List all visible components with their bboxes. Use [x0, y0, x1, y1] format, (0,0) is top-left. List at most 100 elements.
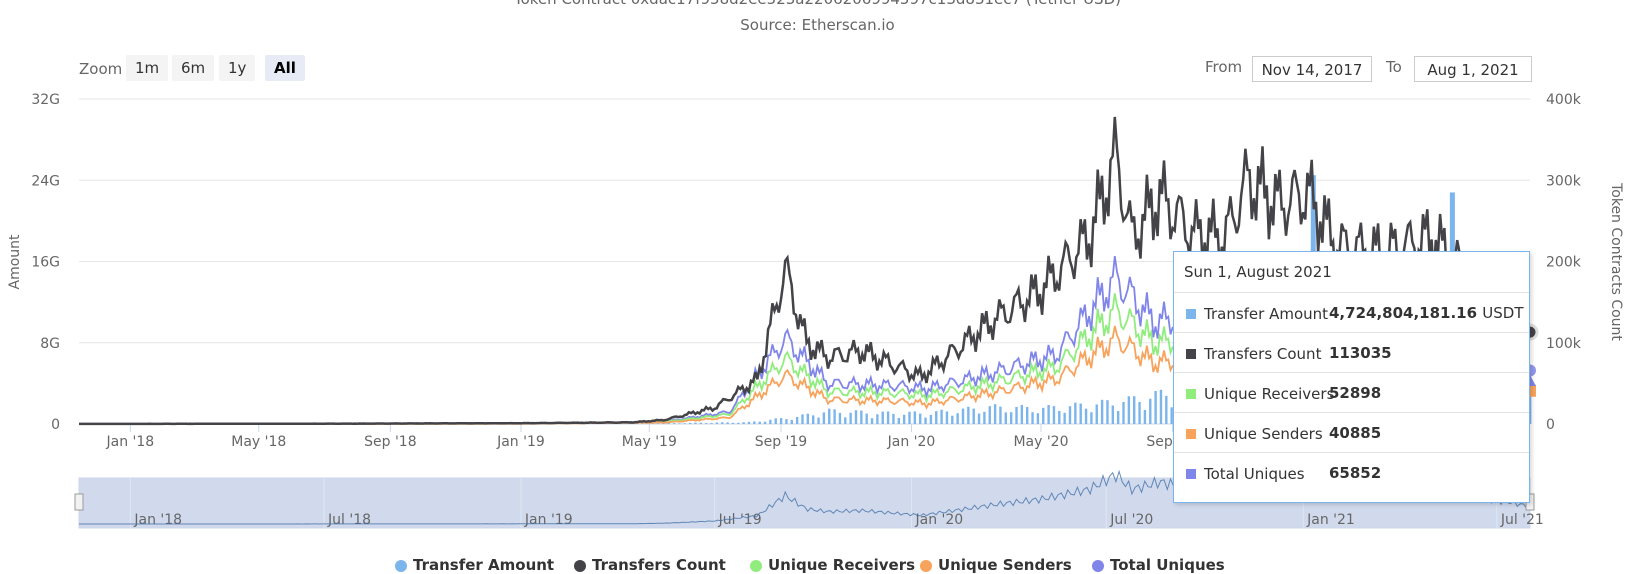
tooltip-row-name: Unique Receivers: [1204, 385, 1334, 403]
legend-marker: [920, 560, 932, 572]
transfer-amount-bar: [700, 423, 702, 424]
transfer-amount-bar: [1031, 412, 1033, 424]
x-tick-label: Sep '19: [755, 434, 808, 450]
transfer-amount-bar: [1106, 400, 1108, 424]
transfer-amount-bar: [978, 414, 980, 424]
transfer-amount-bar: [1069, 406, 1071, 424]
transfer-amount-bar: [1117, 411, 1119, 424]
transfer-amount-bar: [903, 415, 905, 424]
right-axis-title: Token Contracts Count: [1608, 182, 1624, 341]
y-tick-label-right: 100k: [1546, 336, 1582, 352]
tooltip-row-value: 113035: [1329, 344, 1392, 362]
legend-label: Unique Senders: [938, 556, 1072, 574]
y-tick-label-left: 16G: [31, 255, 60, 271]
transfer-amount-bar: [839, 413, 841, 424]
transfer-amount-bar: [753, 421, 755, 424]
navigator-handle[interactable]: [75, 494, 83, 510]
tooltip-row-name: Unique Senders: [1204, 425, 1323, 443]
transfer-amount-bar: [812, 415, 814, 424]
transfer-amount-bar: [849, 413, 851, 424]
transfer-amount-bar: [887, 411, 889, 424]
transfer-amount-bar: [1149, 399, 1151, 424]
tooltip-row-name: Transfer Amount: [1204, 305, 1328, 323]
navigator-tick-label: Jan '19: [524, 512, 573, 528]
transfer-amount-bar: [1165, 396, 1167, 424]
transfer-amount-bar: [946, 411, 948, 424]
transfer-amount-bar: [919, 414, 921, 424]
tooltip-value-text: 4,724,804,181.16: [1329, 304, 1477, 322]
legend-marker: [750, 560, 762, 572]
y-tick-label-left: 32G: [31, 92, 60, 108]
transfer-amount-bar: [1063, 413, 1065, 424]
transfer-amount-bar: [994, 404, 996, 424]
transfer-amount-bar: [860, 411, 862, 424]
legend-item-total-uniques[interactable]: Total Uniques: [1092, 556, 1225, 574]
x-tick-label: May '18: [231, 434, 286, 450]
transfer-amount-bar: [865, 414, 867, 424]
legend-marker: [574, 560, 586, 572]
tooltip-row: Total Uniques 65852: [1174, 452, 1529, 493]
tooltip-swatch: [1186, 469, 1196, 479]
transfer-amount-bar: [823, 412, 825, 424]
transfer-amount-bar: [855, 410, 857, 424]
transfer-amount-bar: [807, 414, 809, 424]
legend-label: Transfers Count: [592, 556, 726, 574]
transfer-amount-bar: [1160, 390, 1162, 424]
transfer-amount-bar: [892, 414, 894, 424]
y-tick-label-right: 400k: [1546, 92, 1582, 108]
tooltip-swatch: [1186, 389, 1196, 399]
y-tick-label-left: 24G: [31, 173, 60, 189]
transfer-amount-bar: [780, 418, 782, 424]
x-tick-label: Jan '20: [887, 434, 936, 450]
transfer-amount-bar: [796, 417, 798, 424]
transfer-amount-bar: [967, 407, 969, 424]
tooltip-unit: USDT: [1482, 304, 1523, 322]
x-tick-label: Jan '19: [496, 434, 545, 450]
legend-label: Total Uniques: [1110, 556, 1225, 574]
tooltip-swatch: [1186, 309, 1196, 319]
transfer-amount-bar: [764, 422, 766, 424]
x-tick-label: May '19: [622, 434, 677, 450]
transfer-amount-bar: [673, 423, 675, 424]
transfer-amount-bar: [1128, 396, 1130, 424]
transfer-amount-bar: [972, 409, 974, 424]
transfer-amount-bar: [924, 418, 926, 424]
navigator-tick-label: Jan '21: [1306, 512, 1355, 528]
transfer-amount-bar: [716, 423, 718, 424]
transfer-amount-bar: [1021, 405, 1023, 424]
transfer-amount-bar: [876, 414, 878, 424]
transfer-amount-bar: [791, 420, 793, 424]
transfer-amount-bar: [1122, 402, 1124, 424]
transfer-amount-bar: [710, 423, 712, 424]
transfer-amount-bar: [742, 422, 744, 424]
y-tick-label-right: 0: [1546, 417, 1555, 433]
transfer-amount-bar: [1080, 404, 1082, 424]
legend-item-transfers-count[interactable]: Transfers Count: [574, 556, 726, 574]
transfer-amount-bar: [1010, 412, 1012, 424]
transfer-amount-bar: [930, 415, 932, 424]
x-tick-label: May '20: [1013, 434, 1068, 450]
tooltip-row: Unique Receivers 52898: [1174, 372, 1529, 413]
transfer-amount-bar: [962, 409, 964, 424]
transfer-amount-bar: [1138, 402, 1140, 424]
legend-item-unique-receivers[interactable]: Unique Receivers: [750, 556, 915, 574]
transfer-amount-bar: [1015, 407, 1017, 424]
tooltip-swatch: [1186, 349, 1196, 359]
transfer-amount-bar: [1058, 411, 1060, 424]
legend-label: Transfer Amount: [413, 556, 554, 574]
legend-item-unique-senders[interactable]: Unique Senders: [920, 556, 1072, 574]
legend-item-transfer-amount[interactable]: Transfer Amount: [395, 556, 554, 574]
transfer-amount-bar: [1005, 412, 1007, 424]
tooltip: Sun 1, August 2021 Transfer Amount 4,724…: [1173, 251, 1530, 503]
transfer-amount-bar: [694, 423, 696, 424]
tooltip-row: Unique Senders 40885: [1174, 412, 1529, 453]
transfer-amount-bar: [828, 409, 830, 424]
transfer-amount-bar: [1026, 407, 1028, 424]
transfer-amount-bar: [908, 412, 910, 424]
transfer-amount-bar: [737, 423, 739, 424]
transfer-amount-bar: [951, 416, 953, 424]
transfer-amount-bar: [844, 417, 846, 424]
transfer-amount-bar: [732, 423, 734, 424]
y-tick-label-left: 0: [51, 417, 60, 433]
y-tick-label-left: 8G: [40, 336, 60, 352]
